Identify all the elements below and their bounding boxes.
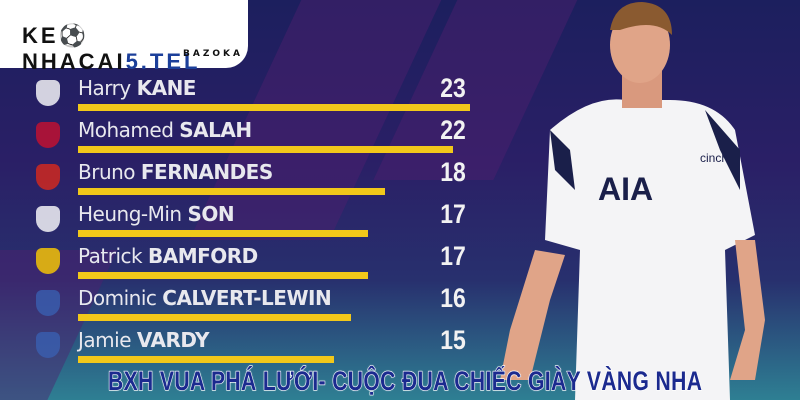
player-name: Bruno FERNANDES <box>78 160 273 184</box>
goal-count: 18 <box>440 157 466 187</box>
man-utd-crest-icon <box>36 164 60 190</box>
player-name: Dominic CALVERT-LEWIN <box>78 286 332 310</box>
scorer-row: Jamie VARDY 15 <box>0 325 520 370</box>
leicester-crest-icon <box>36 332 60 358</box>
liverpool-crest-icon <box>36 122 60 148</box>
player-name: Mohamed SALAH <box>78 118 252 142</box>
shirt-sponsor: AIA <box>598 171 653 207</box>
goal-count: 17 <box>440 199 466 229</box>
leeds-crest-icon <box>36 248 60 274</box>
goal-count: 16 <box>440 283 466 313</box>
goal-bar <box>78 104 470 111</box>
tottenham-crest-icon <box>36 206 60 232</box>
scorer-row: Bruno FERNANDES 18 <box>0 157 520 202</box>
player-name: Heung-Min SON <box>78 202 235 226</box>
logo-tagline: BAZOKA <box>183 49 243 59</box>
scorer-row: Dominic CALVERT-LEWIN 16 <box>0 283 520 328</box>
player-photo: AIA cinch <box>500 2 765 400</box>
everton-crest-icon <box>36 290 60 316</box>
tottenham-crest-icon <box>36 80 60 106</box>
goal-bar <box>78 356 334 363</box>
logo-text: KE⚽NHACAI5.TEL <box>22 23 201 74</box>
site-logo[interactable]: KE⚽NHACAI5.TEL BAZOKA <box>0 0 248 74</box>
goal-bar <box>78 230 368 237</box>
player-name: Patrick BAMFORD <box>78 244 258 268</box>
goal-bar <box>78 188 385 195</box>
scorer-row: Mohamed SALAH 22 <box>0 115 520 160</box>
goal-count: 23 <box>440 73 466 103</box>
goal-bar <box>78 314 351 321</box>
goal-count: 17 <box>440 241 466 271</box>
scorer-row: Patrick BAMFORD 17 <box>0 241 520 286</box>
goal-bar <box>78 146 453 153</box>
goal-bar <box>78 272 368 279</box>
goal-count: 15 <box>440 325 466 355</box>
goal-count: 22 <box>440 115 466 145</box>
scorer-row: Harry KANE 23 <box>0 73 520 118</box>
player-name: Jamie VARDY <box>78 328 210 352</box>
sleeve-sponsor: cinch <box>700 151 728 165</box>
scorer-row: Heung-Min SON 17 <box>0 199 520 244</box>
banner-title: BXH VUA PHÁ LƯỚI- CUỘC ĐUA CHIẾC GIÀY VÀ… <box>108 365 703 396</box>
player-name: Harry KANE <box>78 76 196 100</box>
